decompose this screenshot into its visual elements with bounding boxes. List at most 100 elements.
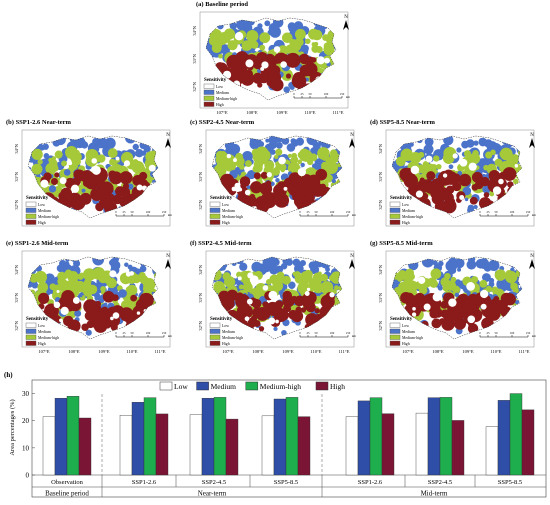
low-patch — [466, 282, 475, 291]
medium-patch — [423, 144, 434, 155]
map-title: (d) SSP5-8.5 Near-term — [370, 119, 435, 126]
high-patch — [218, 290, 230, 303]
legend-label: High — [216, 103, 224, 107]
high-patch — [54, 172, 60, 178]
legend-label: Medium-high — [222, 336, 243, 340]
medium-patch — [212, 270, 216, 275]
low-patch — [480, 289, 489, 299]
low-patch — [115, 156, 120, 161]
high-patch — [143, 196, 154, 207]
medium-high-patch — [328, 275, 336, 282]
medium-high-patch — [275, 148, 283, 156]
medium-high-patch — [84, 278, 92, 286]
legend-label: Low — [38, 203, 45, 207]
legend-title: Sensitivity — [210, 196, 233, 201]
high-patch — [478, 197, 492, 210]
legend-swatch — [203, 83, 215, 89]
legend-swatch — [389, 201, 401, 207]
bar-medium-high-2 — [213, 397, 227, 476]
medium-high-patch — [471, 276, 479, 284]
medium-patch — [482, 273, 491, 282]
svg-text:0: 0 — [293, 92, 295, 96]
medium-high-patch — [37, 281, 49, 293]
medium-high-patch — [468, 152, 481, 165]
low-patch — [246, 298, 253, 305]
medium-high-patch — [274, 154, 279, 159]
high-patch — [292, 72, 306, 85]
medium-patch — [505, 323, 513, 331]
medium-patch — [499, 328, 507, 336]
high-patch — [96, 188, 105, 197]
low-patch — [313, 79, 320, 86]
medium-patch — [30, 268, 37, 275]
medium-high-patch — [490, 149, 496, 156]
medium-patch — [206, 55, 212, 61]
lat-tick-label: 32°N — [192, 81, 197, 91]
high-patch — [408, 299, 414, 305]
high-patch — [487, 325, 494, 331]
medium-patch — [311, 163, 318, 170]
bar-medium-5 — [427, 397, 441, 476]
medium-patch — [330, 137, 338, 145]
map-panel-g: (g) SSP5-8.5 Mid-term 34°N 33°N 32°N 107°E 10… — [368, 239, 546, 357]
medium-high-patch — [399, 308, 406, 316]
svg-text:0: 0 — [299, 331, 301, 335]
medium-high-patch — [398, 281, 410, 293]
high-patch — [235, 292, 244, 301]
low-patch — [245, 59, 254, 68]
medium-high-patch — [297, 151, 306, 159]
y-tick-label: 20 — [22, 417, 30, 425]
medium-high-patch — [61, 160, 67, 167]
high-patch — [91, 189, 98, 196]
high-patch — [95, 202, 104, 212]
high-patch — [429, 308, 440, 319]
medium-patch — [331, 325, 336, 330]
medium-patch — [217, 263, 225, 271]
medium-patch — [226, 80, 232, 86]
medium-high-patch — [338, 290, 342, 298]
medium-high-patch — [294, 37, 304, 47]
svg-text:25: 25 — [487, 210, 491, 214]
lon-tick-label: 107°E — [38, 349, 50, 354]
chart-frame — [31, 379, 547, 498]
medium-high-patch — [510, 306, 520, 316]
medium-patch — [409, 142, 414, 147]
low-patch — [145, 189, 152, 196]
lon-tick-label: 110°E — [310, 349, 321, 354]
north-arrow-icon: N — [165, 254, 171, 269]
medium-high-patch — [338, 285, 342, 292]
medium-high-patch — [290, 162, 300, 172]
low-patch — [304, 291, 310, 296]
medium-high-patch — [28, 174, 39, 187]
medium-patch — [290, 138, 297, 144]
medium-patch — [464, 197, 469, 202]
legend-label: Low — [402, 324, 409, 328]
lat-tick-label: 34°N — [14, 264, 19, 274]
medium-high-patch — [218, 157, 226, 165]
medium-patch — [466, 259, 477, 270]
medium-patch — [518, 148, 522, 159]
medium-patch — [212, 137, 217, 144]
legend-label: Medium — [38, 209, 51, 213]
high-patch — [311, 183, 325, 197]
high-patch — [249, 193, 256, 200]
medium-patch — [217, 137, 225, 145]
medium-high-patch — [132, 159, 139, 166]
medium-patch — [85, 329, 92, 336]
medium-patch — [473, 204, 478, 210]
lon-tick-label: 108°E — [252, 349, 264, 354]
low-patch — [498, 178, 504, 185]
medium-patch — [513, 319, 518, 324]
legend-swatch — [203, 95, 215, 101]
medium-high-patch — [479, 279, 488, 288]
medium-patch — [212, 260, 221, 272]
medium-high-patch — [405, 268, 415, 278]
category-label: SSP1-2.6 — [132, 479, 157, 486]
medium-high-patch — [207, 69, 215, 77]
low-patch — [329, 292, 335, 298]
medium-patch — [110, 260, 121, 271]
medium-patch — [483, 188, 490, 194]
svg-text:0: 0 — [479, 331, 481, 335]
legend-swatch — [315, 381, 329, 391]
